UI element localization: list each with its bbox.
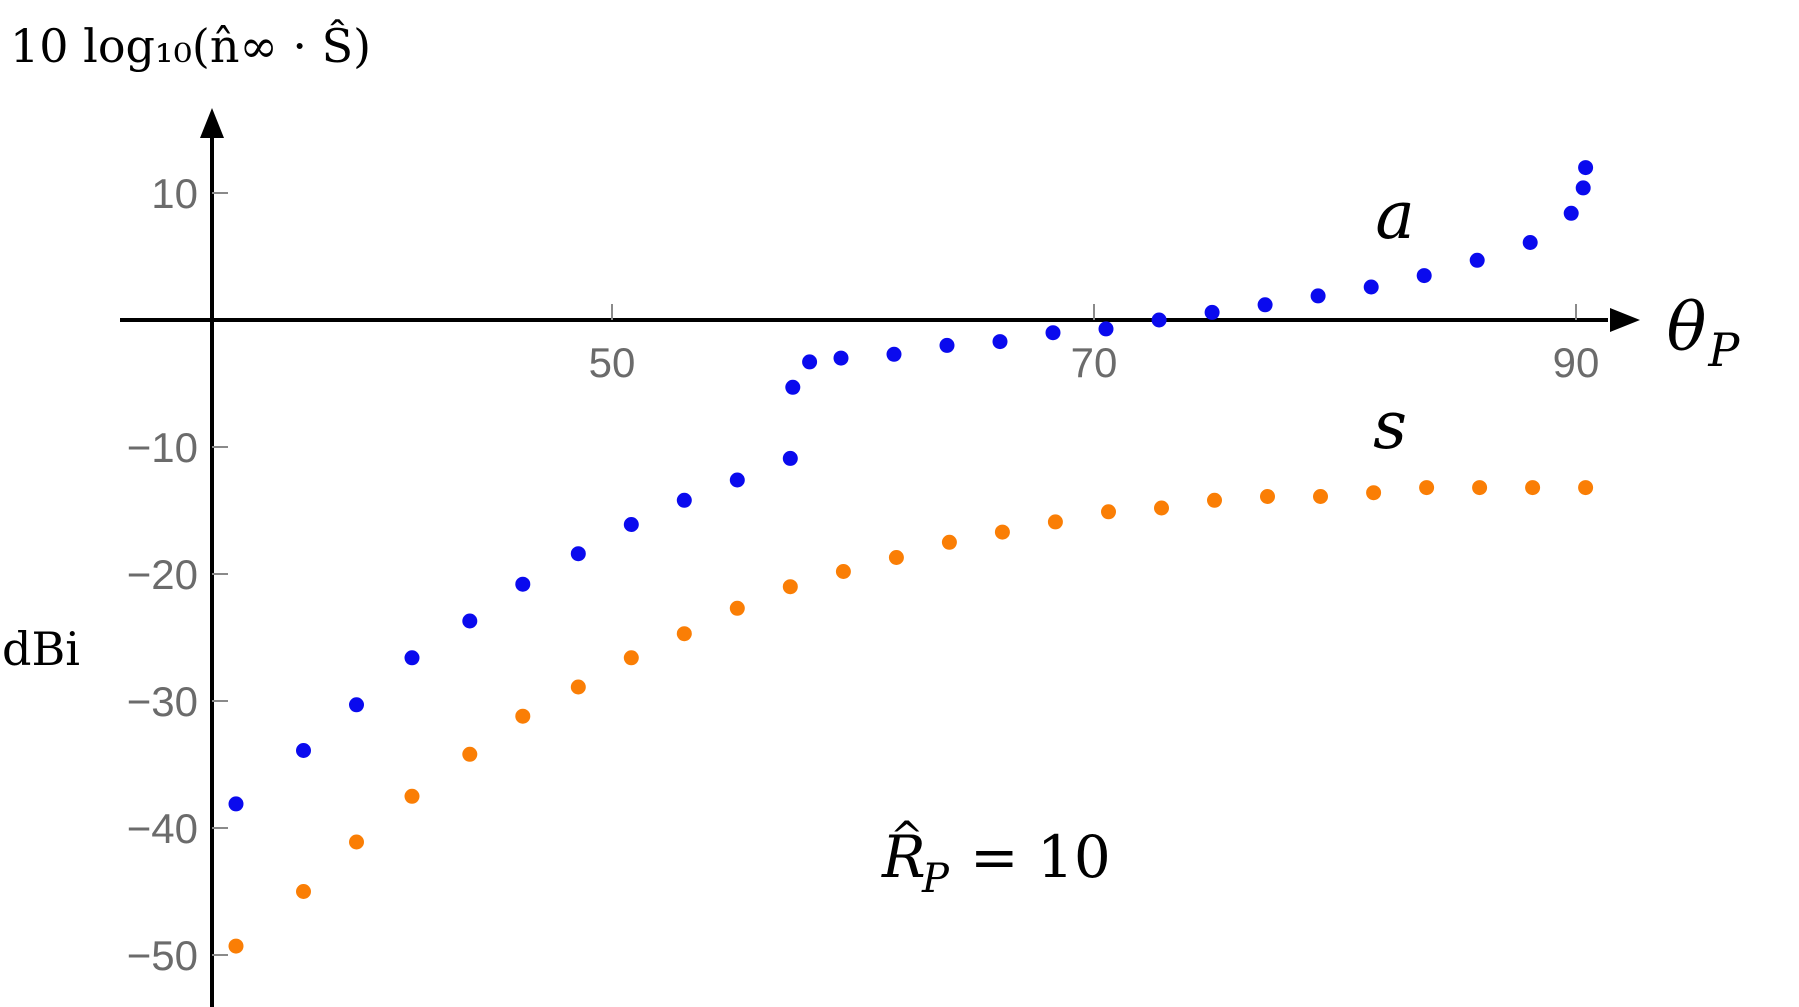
data-point-a xyxy=(1578,160,1594,176)
data-point-a xyxy=(886,346,902,362)
data-point-s xyxy=(941,534,957,550)
data-point-s xyxy=(570,679,586,695)
data-point-a xyxy=(1363,279,1379,295)
data-point-a xyxy=(1575,180,1591,196)
svg-text:R: R xyxy=(881,823,926,891)
y-tick-label: −40 xyxy=(127,805,198,852)
series-label-s: s xyxy=(1373,387,1407,464)
data-point-s xyxy=(404,788,420,804)
data-point-a xyxy=(1563,205,1579,221)
data-point-a xyxy=(1098,321,1114,337)
y-axis-arrow xyxy=(200,108,224,138)
data-point-a xyxy=(349,697,364,713)
y-tick-label: −10 xyxy=(127,424,198,471)
data-point-s xyxy=(729,600,745,616)
data-point-a xyxy=(1045,325,1061,341)
data-point-a xyxy=(939,337,955,353)
data-point-s xyxy=(1419,480,1435,496)
data-point-a xyxy=(570,546,586,562)
series-label-a: a xyxy=(1375,177,1414,254)
data-point-a xyxy=(729,472,745,488)
data-point-a xyxy=(676,492,692,508)
data-point-a xyxy=(462,613,478,629)
x-axis-arrow xyxy=(1610,308,1640,332)
parameter-annotation: R ^ P = 10 xyxy=(881,814,1111,902)
data-point-a xyxy=(515,576,531,592)
data-point-a xyxy=(833,350,849,366)
y-axis-title: 10 log₁₀(n̂∞ · Ŝ) xyxy=(10,18,371,73)
data-point-s xyxy=(228,938,244,954)
svg-text:P: P xyxy=(921,856,950,902)
y-tick-label: −20 xyxy=(127,551,198,598)
x-axis-title: θP xyxy=(1667,289,1741,377)
tick-group: 50 70 90 10 −10 −20 −30 −40 −50 xyxy=(127,170,1600,979)
data-point-s xyxy=(1578,480,1594,496)
x-tick-label: 90 xyxy=(1553,339,1600,386)
data-point-a xyxy=(1151,312,1167,328)
data-point-s xyxy=(1525,480,1541,496)
data-point-s xyxy=(1472,480,1488,496)
x-tick-label: 50 xyxy=(589,339,636,386)
data-point-a xyxy=(404,650,420,666)
data-point-s xyxy=(349,834,364,850)
svg-text:^: ^ xyxy=(890,814,924,860)
y-tick-label: −50 xyxy=(127,932,198,979)
data-points xyxy=(228,160,1594,954)
data-point-s xyxy=(1366,485,1382,501)
data-point-s xyxy=(835,564,851,579)
data-point-s xyxy=(1101,504,1116,520)
data-point-s xyxy=(462,746,478,762)
data-point-a xyxy=(785,379,801,395)
data-point-s xyxy=(1047,514,1063,530)
data-point-s xyxy=(782,579,798,595)
data-point-s xyxy=(623,650,639,666)
data-point-s xyxy=(994,524,1010,540)
data-point-s xyxy=(888,550,904,565)
data-point-a xyxy=(802,354,818,370)
data-point-a xyxy=(228,796,244,812)
svg-text:= 10: = 10 xyxy=(970,823,1111,891)
y-tick-label: 10 xyxy=(151,170,198,217)
y-axis-unit: dBi xyxy=(2,622,80,676)
data-point-a xyxy=(623,517,639,532)
data-point-s xyxy=(296,884,311,899)
data-point-a xyxy=(1310,288,1326,304)
data-point-s xyxy=(1207,492,1222,508)
data-point-a xyxy=(1416,268,1432,284)
svg-text:θP: θP xyxy=(1667,289,1741,377)
data-point-a xyxy=(992,334,1008,350)
data-point-a xyxy=(1469,252,1485,268)
data-point-s xyxy=(1154,500,1169,516)
data-point-a xyxy=(296,743,311,758)
data-point-s xyxy=(1260,489,1275,504)
data-point-a xyxy=(1257,297,1273,313)
data-point-a xyxy=(782,450,798,466)
data-point-s xyxy=(1313,489,1328,504)
data-point-s xyxy=(515,708,531,724)
data-point-s xyxy=(676,626,692,642)
y-tick-label: −30 xyxy=(127,678,198,725)
data-point-a xyxy=(1522,235,1538,250)
data-point-a xyxy=(1204,304,1220,320)
x-tick-label: 70 xyxy=(1071,339,1118,386)
